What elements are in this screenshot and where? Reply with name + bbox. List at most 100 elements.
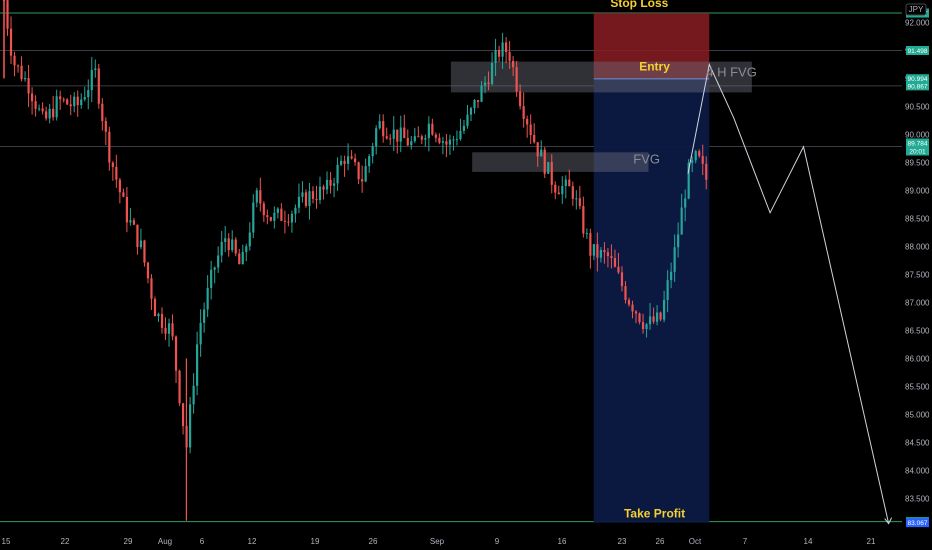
candle-body [69,104,72,107]
price-label-bg [906,518,929,528]
candle-body [76,96,79,106]
candle-body [6,0,9,29]
candle-body [378,121,381,129]
candle-body [245,246,248,252]
candle-body [519,91,522,107]
candle-body [287,221,290,223]
candle-body [224,238,227,242]
candle-body [66,99,69,105]
candle-body [16,65,20,67]
candle-body [666,280,669,300]
candle-body [108,131,111,163]
candle-body [220,241,223,256]
candle-body [48,108,51,119]
x-tick-label: 15 [2,537,11,546]
candle-body [206,287,209,310]
fvg-4h-label: 4 H FVG [706,65,757,80]
price-label-bg [906,74,929,84]
y-tick-label: 84.000 [905,466,930,475]
plot-background [0,0,902,532]
time-axis[interactable]: 15 22 29 Aug 6 12 19 26 Sep 9 16 23 26 Oct 7 14 21 [0,532,932,550]
candle-body [505,42,508,53]
candle-body [687,162,690,199]
candle-body [684,198,687,208]
candle-body [301,192,304,197]
candle-body [438,137,441,143]
candle-body [252,202,255,233]
candle-body [118,179,121,193]
candle-body [132,220,136,225]
y-tick-label: 90.000 [905,130,930,139]
candle-body [508,52,511,61]
y-tick-label: 85.500 [905,382,930,391]
y-tick-label: 83.500 [905,494,930,503]
candle-body [392,129,395,139]
candle-body [680,207,683,235]
candle-body [346,156,350,164]
currency-badge[interactable] [905,3,927,16]
candle-body [178,370,181,404]
candle-body [361,179,364,182]
candle-body [543,149,546,174]
candle-body [448,139,452,145]
candle-body [375,128,378,147]
candle-body [231,239,234,251]
candle-body [522,106,525,119]
candle-body [592,244,595,256]
candle-body [34,101,37,109]
y-tick-label: 88.000 [905,242,930,251]
candle-body [273,212,276,221]
candle-body [80,99,83,106]
candle-body [269,217,272,221]
candles [2,0,708,521]
time-axis-background [0,532,932,550]
candle-body [515,67,518,92]
x-tick-label: 23 [618,537,627,546]
candle-body [638,313,641,323]
candle-body [487,82,490,85]
candle-body [399,127,402,142]
x-tick-label: Oct [689,537,702,546]
candle-body [434,134,437,138]
candle-body [501,42,504,57]
x-tick-label: 26 [369,537,378,546]
x-tick-label: Sep [430,537,445,546]
y-tick-label: 86.500 [905,326,930,335]
candle-body [396,129,399,142]
candle-body [329,179,332,186]
candle-body [603,250,606,253]
price-label-text: 91.498 [908,48,928,55]
price-label-subtext: 20:01 [909,148,926,155]
candle-body [701,156,704,164]
candle-body [350,156,353,159]
candle-body [427,123,430,139]
candle-body [153,298,157,317]
position-zones [450,13,752,523]
candle-body [248,232,251,247]
candle-body [354,158,357,163]
candle-body [620,272,624,287]
candle-body [564,179,567,187]
x-tick-label: 6 [200,537,205,546]
candle-body [122,192,125,197]
candle-body [234,239,237,254]
candle-body [90,69,93,91]
y-tick-label: 87.500 [905,270,930,279]
candle-body [494,50,497,63]
candle-body [673,247,676,272]
candle-body [167,323,171,334]
candle-body [174,336,178,371]
candle-body [59,96,62,100]
candle-body [582,206,585,234]
candle-body [143,240,146,263]
candle-body [634,311,638,314]
candle-body [188,404,192,448]
candle-body [462,125,466,131]
candle-body [445,141,448,145]
y-tick-label: 89.500 [905,158,930,167]
candle-body [624,286,627,300]
candle-body [97,68,100,104]
price-axis[interactable]: 92.00091.50091.00090.50090.00089.50089.0… [902,0,932,532]
candle-body [368,156,371,167]
